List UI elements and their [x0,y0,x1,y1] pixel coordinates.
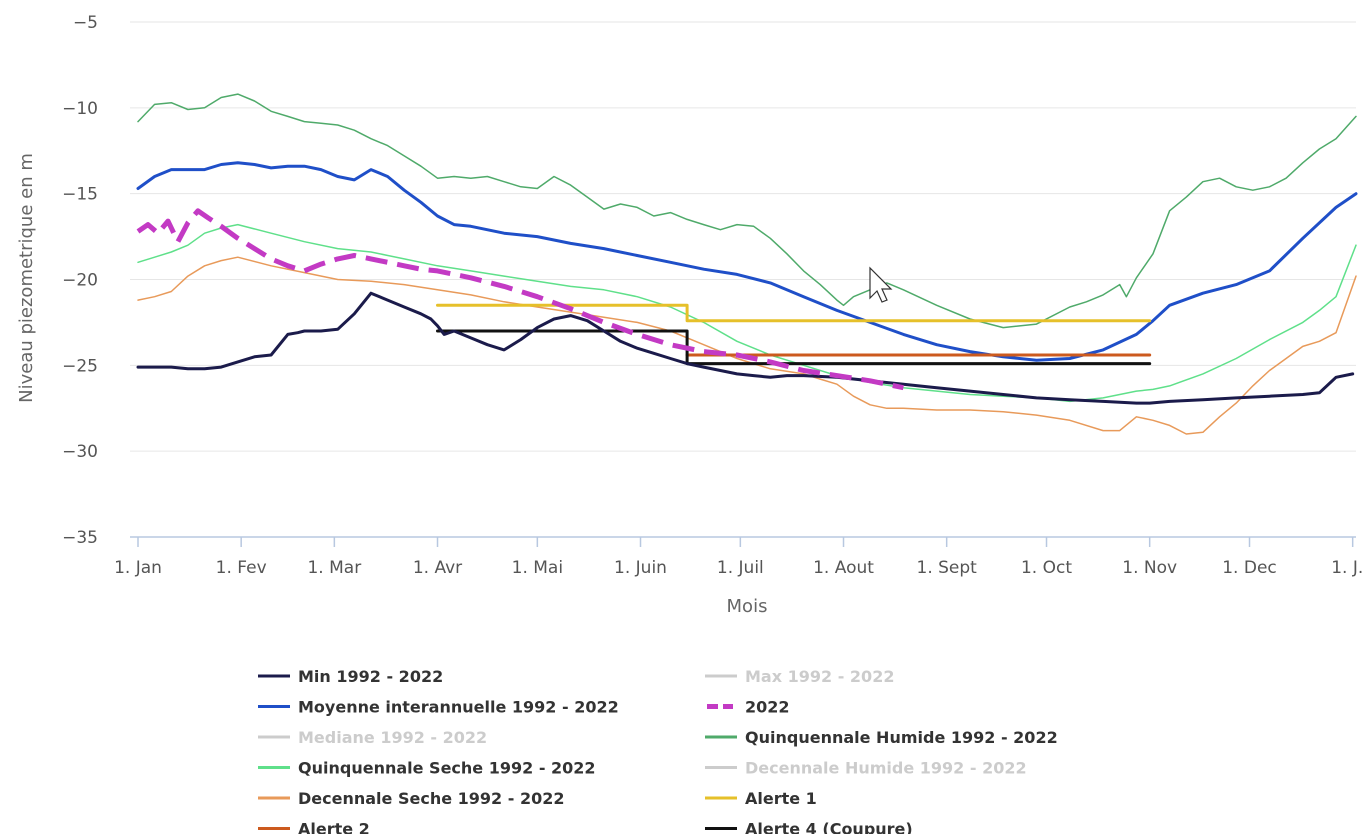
y-tick-label: −20 [62,271,98,291]
series-line-moyenne-interannuelle-1992-2022[interactable] [136,161,1358,362]
legend-label: Min 1992 - 2022 [298,667,443,686]
mouse-cursor-icon [869,266,893,303]
legend-label: Decennale Humide 1992 - 2022 [745,759,1027,778]
x-tick-label: 1. Nov [1122,558,1177,578]
legend-item[interactable]: Alerte 1 [705,789,817,808]
x-tick-label: 1. Avr [413,558,462,578]
legend-label: Quinquennale Humide 1992 - 2022 [745,728,1058,747]
legend-label: Alerte 1 [745,789,817,808]
legend-label: 2022 [745,698,790,717]
y-tick-label: −15 [62,185,98,205]
legend-label: Mediane 1992 - 2022 [298,728,487,747]
x-tick-label: 1. Jan [114,558,162,578]
legend-item[interactable]: Quinquennale Seche 1992 - 2022 [258,759,596,778]
x-tick-label: 1. Sept [917,558,978,578]
legend-item[interactable]: Quinquennale Humide 1992 - 2022 [705,728,1058,747]
grid-lines [130,21,1356,452]
legend-item[interactable]: Min 1992 - 2022 [258,667,443,686]
legend-item[interactable]: Alerte 4 (Coupure) [705,820,913,834]
series-line-min-1992-2022[interactable] [136,291,1355,405]
x-tick-label: 1. Mai [512,558,563,578]
legend-item[interactable]: Mediane 1992 - 2022 [258,728,487,747]
legend-item[interactable]: Moyenne interannuelle 1992 - 2022 [258,698,619,717]
legend-item[interactable]: Alerte 2 [258,820,370,834]
x-tick-label: 1. Fev [216,558,267,578]
y-tick-label: −30 [62,442,98,462]
x-tick-label: 1. Aout [813,558,874,578]
x-tick-label: 1. Oct [1021,558,1072,578]
series-line-quinquennale-humide-1992-2022[interactable] [137,93,1357,329]
x-tick-label: 1. J... [1331,558,1365,578]
series-line-decennale-seche-1992-2022[interactable] [137,256,1357,435]
y-tick-label: −35 [62,528,98,548]
legend-label: Max 1992 - 2022 [745,667,894,686]
x-tick-label: 1. Juil [717,558,764,578]
legend-label: Quinquennale Seche 1992 - 2022 [298,759,596,778]
legend-item[interactable]: 2022 [707,698,790,717]
y-tick-label: −25 [62,356,98,376]
legend-item[interactable]: Max 1992 - 2022 [705,667,894,686]
x-axis-title: Mois [727,596,768,617]
x-tick-label: 1. Juin [614,558,667,578]
x-tick-label: 1. Dec [1222,558,1277,578]
x-axis-ticks: 1. Jan 1. Fev 1. Mar 1. Avr 1. Mai 1. Juin 1. … [114,537,1365,578]
legend-label: Alerte 4 (Coupure) [745,820,913,834]
legend-label: Alerte 2 [298,820,370,834]
y-axis-ticks: −5 −10 −15 −20 −25 −30 −35 [62,13,98,548]
series-line-quinquennale-seche-1992-2022[interactable] [137,223,1357,403]
y-tick-label: −10 [62,99,98,119]
legend-label: Decennale Seche 1992 - 2022 [298,789,564,808]
legend-item[interactable]: Decennale Seche 1992 - 2022 [258,789,564,808]
legend-item[interactable]: Decennale Humide 1992 - 2022 [705,759,1027,778]
series-line-2022[interactable] [136,208,904,391]
y-tick-label: −5 [73,13,98,33]
series-lines [136,93,1358,435]
x-tick-label: 1. Mar [307,558,361,578]
y-axis-title: Niveau piezometrique en m [16,153,37,403]
legend-label: Moyenne interannuelle 1992 - 2022 [298,698,619,717]
legend: Min 1992 - 2022 Max 1992 - 2022 Moyenne in… [258,667,1058,834]
